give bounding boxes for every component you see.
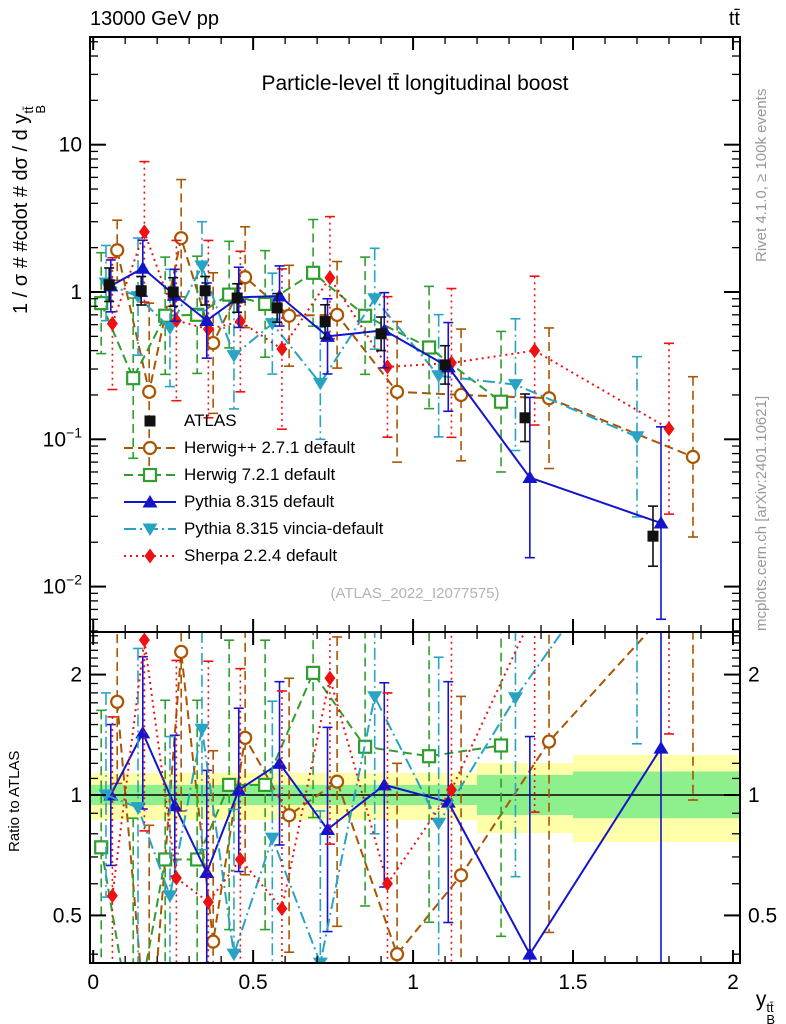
legend-item-pythia: Pythia 8.315 default (122, 488, 452, 515)
svg-text:10: 10 (59, 134, 82, 157)
beam-energy-label: 13000 GeV pp (90, 8, 219, 30)
legend-item-herwig7: Herwig 7.2.1 default (122, 461, 452, 488)
analysis-id-watermark: (ATLAS_2022_I2077575) (330, 585, 500, 602)
legend-item-herwigpp: Herwig++ 2.7.1 default (122, 434, 452, 461)
x-axis-label-subsup: tt̄ B (766, 1000, 775, 1024)
plot-title: Particle-level tt̄ longitudinal boost (261, 72, 569, 95)
legend-marker-sherpa (124, 548, 176, 563)
legend-marker-vincia (124, 523, 176, 536)
ratio-panel-frame (89, 631, 741, 964)
legend-label: Pythia 8.315 default (184, 491, 335, 511)
legend-label: Sherpa 2.2.4 default (184, 545, 338, 565)
svg-text:0.5: 0.5 (748, 904, 777, 927)
svg-text:0.5: 0.5 (53, 904, 82, 927)
svg-text:10−2: 10−2 (43, 572, 83, 599)
legend-marker-herwigpp (124, 440, 176, 455)
ratio-uncertainty-bands (90, 754, 740, 842)
svg-text:1: 1 (70, 281, 82, 304)
svg-text:2: 2 (727, 971, 739, 994)
svg-text:1: 1 (70, 784, 82, 807)
svg-text:1: 1 (407, 971, 419, 994)
ratio-series-sherpa-2-2-4-default (106, 632, 674, 963)
legend-label: Herwig 7.2.1 default (184, 464, 336, 484)
legend-item-atlas: ATLAS (122, 407, 452, 434)
main-series-pythia-8-315-vincia-default (98, 220, 645, 518)
process-label: tt̄ (728, 8, 740, 30)
main-series-atlas (103, 267, 659, 568)
legend-marker-herwig7 (124, 467, 176, 482)
legend-label: ATLAS (184, 410, 237, 430)
legend-marker-pythia (124, 494, 176, 507)
ratio-series-pythia-8-315-vincia-default (98, 632, 642, 963)
svg-text:1.5: 1.5 (558, 971, 587, 994)
x-axis-label-text: y (755, 988, 767, 1011)
legend-label: Herwig++ 2.7.1 default (184, 437, 356, 457)
svg-text:10−1: 10−1 (43, 424, 83, 451)
main-series-pythia-8-315-default (103, 239, 669, 621)
legend-item-sherpa: Sherpa 2.2.4 default (122, 542, 452, 569)
ratio-series-pythia-8-315-default (103, 632, 669, 963)
legend-marker-atlas (144, 415, 156, 426)
svg-text:2: 2 (748, 664, 760, 687)
svg-text:2: 2 (70, 664, 82, 687)
svg-text:0.5: 0.5 (239, 971, 268, 994)
x-axis-label-sub: B (766, 1012, 775, 1024)
legend-item-vincia: Pythia 8.315 vincia-default (122, 515, 452, 542)
main-series-herwig-2-7-1-default (110, 178, 701, 538)
x-axis-label-sup: tt̄ (766, 1000, 774, 1015)
svg-text:0: 0 (87, 971, 99, 994)
axis-ticks (90, 37, 740, 963)
legend: ATLAS Herwig++ 2.7.1 default Herwig 7.2.… (122, 407, 452, 569)
svg-text:1: 1 (748, 784, 760, 807)
x-axis-label: y tt̄ B (640, 988, 775, 1024)
legend-label: Pythia 8.315 vincia-default (184, 518, 384, 538)
